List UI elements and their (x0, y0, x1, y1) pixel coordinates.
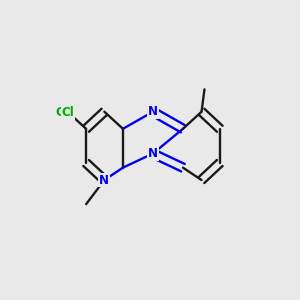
Text: N: N (148, 105, 158, 118)
Text: N: N (148, 147, 158, 160)
Text: Cl: Cl (62, 106, 74, 119)
Text: N: N (148, 147, 158, 160)
Text: N: N (148, 105, 158, 118)
Text: N: N (99, 173, 110, 187)
Text: N: N (99, 173, 110, 187)
Text: Cl: Cl (56, 106, 68, 119)
